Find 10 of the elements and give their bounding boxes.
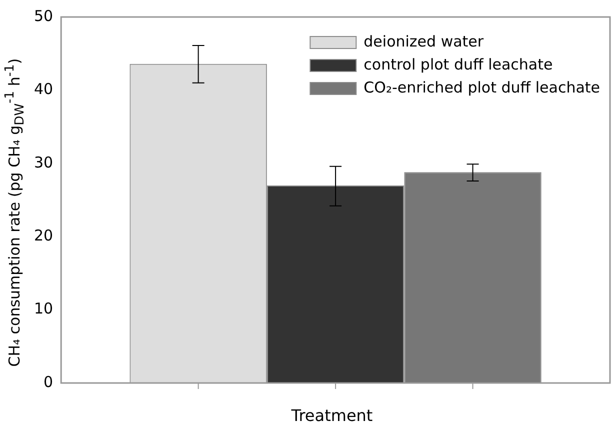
y-tick-label: 20 xyxy=(34,226,54,244)
y-tick-label: 0 xyxy=(44,372,54,391)
x-axis-title: Treatment xyxy=(290,406,374,425)
legend-label: control plot duff leachate xyxy=(364,55,553,74)
legend-label: CO₂-enriched plot duff leachate xyxy=(364,78,600,96)
y-tick-label: 40 xyxy=(34,80,54,98)
y-tick-label: 10 xyxy=(34,300,54,318)
y-tick-label: 30 xyxy=(34,153,54,172)
legend-label: deionized water xyxy=(364,32,484,50)
y-tick-label: 50 xyxy=(34,6,54,25)
